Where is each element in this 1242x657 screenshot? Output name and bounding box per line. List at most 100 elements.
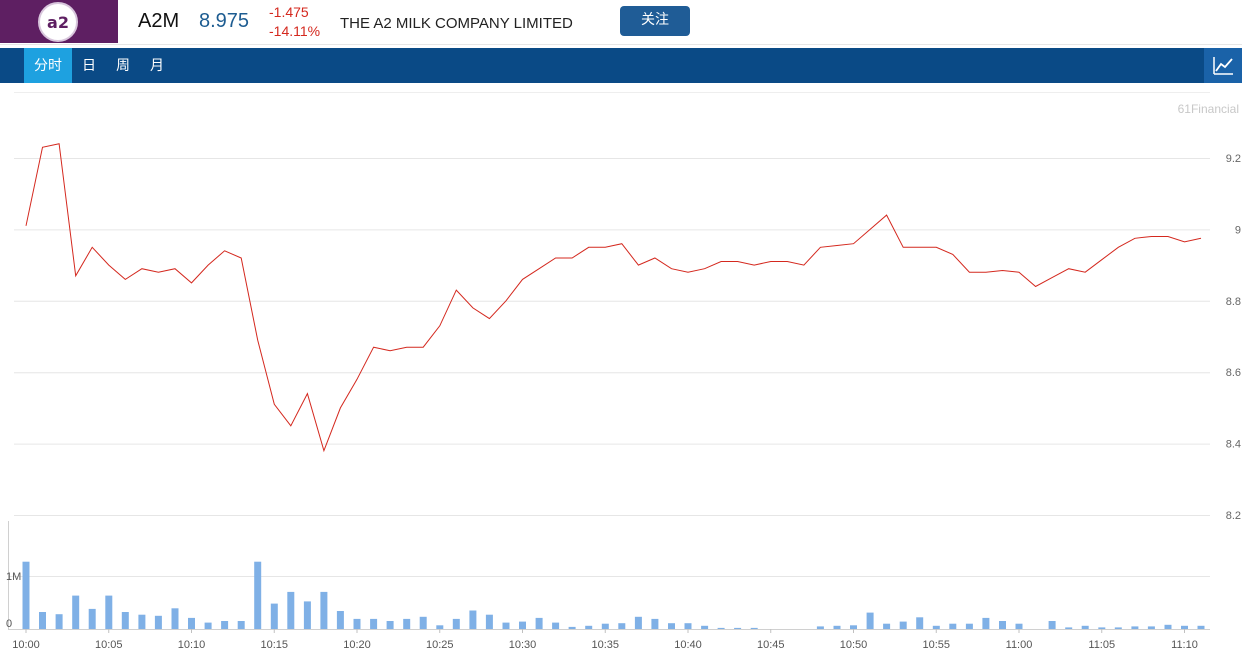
volume-bar (965, 623, 973, 629)
time-tick-label: 10:25 (426, 639, 454, 651)
volume-bar (535, 617, 543, 629)
time-tick-label: 10:55 (922, 639, 950, 651)
time-axis-labels: 10:00 10:05 10:10 10:15 10:20 10:25 10:30 10:35… (12, 629, 1198, 651)
volume-bar (1164, 624, 1172, 629)
period-tab-bar: 分时 日 周 月 (0, 48, 1242, 83)
price-tick-label: 9.2 (1226, 153, 1241, 165)
volume-bar (154, 615, 162, 630)
volume-bar (916, 617, 924, 629)
time-tick-label: 10:35 (591, 639, 619, 651)
volume-bar (39, 612, 46, 629)
volume-bar (237, 621, 245, 629)
volume-bar (999, 621, 1006, 629)
volume-bar (436, 625, 444, 629)
time-tick-label: 10:00 (12, 639, 40, 651)
price-line-layer (25, 143, 1202, 453)
volume-bar (634, 616, 642, 629)
volume-bar (386, 621, 394, 629)
volume-bar (221, 621, 229, 629)
tab-month[interactable]: 月 (150, 58, 164, 74)
tab-intraday[interactable]: 分时 (24, 48, 72, 83)
chart-gridlines (8, 92, 1210, 630)
time-tick-label: 10:05 (95, 639, 123, 651)
last-price: 8.975 (199, 10, 250, 32)
volume-bar (287, 591, 295, 629)
volume-bar (336, 611, 344, 629)
volume-bar (320, 591, 328, 629)
time-tick-label: 10:30 (509, 639, 537, 651)
volume-bar (303, 601, 311, 629)
volume-axis-labels: 1M 0 (6, 571, 21, 630)
volume-tick-label: 1M (6, 571, 21, 583)
time-tick-label: 10:45 (757, 639, 785, 651)
time-tick-label: 11:05 (1088, 639, 1115, 651)
time-tick-label: 10:50 (840, 639, 868, 651)
volume-bar (22, 561, 30, 629)
logo-text: a2 (47, 13, 69, 32)
volume-bar (816, 626, 824, 629)
volume-bar (568, 626, 576, 629)
volume-bar (254, 561, 262, 629)
volume-bar (601, 623, 609, 629)
volume-bar (502, 622, 510, 629)
price-axis-labels: 9.2 9 8.8 8.6 8.4 8.2 (1226, 153, 1241, 522)
time-tick-label: 11:10 (1171, 639, 1198, 651)
follow-button[interactable]: 关注 (620, 6, 690, 36)
quote-header: a2 A2M 8.975 -1.475 -14.11% THE A2 MILK … (0, 0, 1242, 45)
volume-bar (55, 614, 63, 629)
volume-bar (684, 623, 692, 629)
price-tick-label: 8.4 (1226, 439, 1241, 451)
volume-bar (717, 627, 725, 629)
volume-bar (270, 603, 278, 629)
volume-bars (22, 561, 1205, 630)
volume-bar (105, 595, 113, 629)
price-change: -1.475 (269, 4, 309, 20)
chart-type-button[interactable] (1204, 48, 1242, 83)
volume-bar (932, 625, 940, 629)
volume-bar (618, 623, 626, 629)
price-tick-label: 8.8 (1226, 296, 1241, 308)
volume-bar (1081, 625, 1089, 629)
volume-bar (1065, 627, 1073, 629)
volume-bar (403, 618, 411, 629)
watermark: 61Financial (1178, 102, 1239, 116)
volume-bar (138, 614, 146, 629)
volume-bar (949, 623, 957, 629)
tab-day[interactable]: 日 (82, 58, 96, 74)
volume-bar (1015, 623, 1023, 629)
volume-tick-label: 0 (6, 618, 12, 630)
volume-bar (866, 612, 874, 629)
volume-bar (750, 627, 758, 629)
price-series-line (25, 143, 1202, 453)
company-name: THE A2 MILK COMPANY LIMITED (340, 15, 573, 32)
volume-bar (452, 618, 460, 629)
ticker-symbol: A2M (138, 10, 180, 32)
volume-bar (1098, 627, 1106, 629)
volume-bar (469, 610, 477, 629)
volume-bar (419, 616, 427, 629)
volume-bar (370, 618, 378, 629)
volume-bar (899, 621, 907, 629)
volume-bar (982, 617, 990, 629)
volume-bar (833, 625, 841, 629)
volume-bar (1131, 626, 1139, 629)
volume-bar (1147, 626, 1155, 629)
volume-bar (1114, 627, 1122, 629)
volume-bar (701, 625, 709, 629)
volume-bar (204, 622, 212, 629)
volume-bar (88, 608, 96, 629)
volume-bar (121, 612, 129, 629)
price-tick-label: 8.6 (1226, 367, 1241, 379)
intraday-chart: 61Financial 9.298.88.68.48.2 1M0 10:00 10… (6, 92, 1241, 651)
time-tick-label: 10:20 (343, 639, 371, 651)
time-tick-label: 10:10 (178, 639, 206, 651)
a2-logo-icon: a2 (38, 2, 78, 42)
price-tick-label: 9 (1235, 224, 1241, 236)
time-tick-label: 11:00 (1006, 639, 1033, 651)
volume-bar (552, 622, 560, 629)
volume-bar (883, 623, 891, 629)
volume-bar (519, 621, 526, 629)
volume-bar (1048, 621, 1056, 629)
tab-week[interactable]: 周 (116, 58, 130, 74)
company-logo: a2 (0, 0, 118, 43)
